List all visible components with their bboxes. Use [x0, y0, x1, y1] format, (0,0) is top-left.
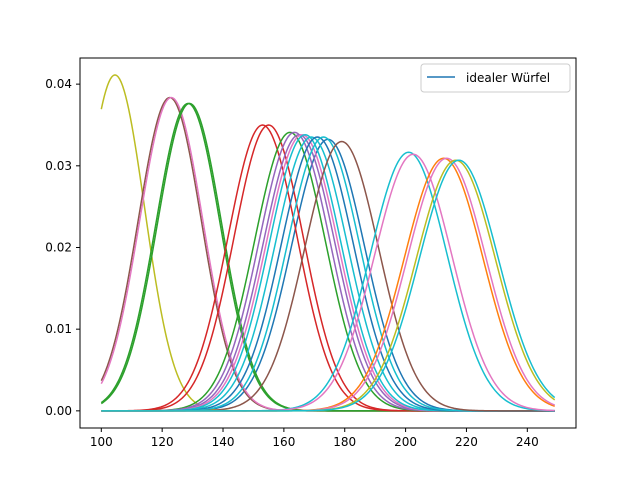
x-axis: 100 120 140 160 180 200 220 240	[90, 428, 539, 449]
y-axis: 0.00 0.01 0.02 0.03 0.04	[45, 77, 80, 418]
legend-box	[420, 63, 571, 93]
x-tick-label: 140	[212, 435, 235, 449]
legend-label: idealer Würfel	[466, 71, 550, 85]
plot-frame	[79, 57, 577, 429]
x-tick-label: 180	[333, 435, 356, 449]
y-tick-label: 0.03	[45, 159, 72, 173]
y-tick-label: 0.00	[45, 404, 72, 418]
x-tick-label: 200	[394, 435, 417, 449]
x-tick-label: 220	[455, 435, 478, 449]
series-line-22	[101, 159, 556, 412]
x-tick-label: 120	[151, 435, 174, 449]
legend: idealer Würfel	[420, 63, 571, 93]
curves-layer	[100, 74, 556, 412]
x-tick-label: 240	[516, 435, 539, 449]
y-tick-label: 0.04	[45, 77, 72, 91]
x-tick-label: 100	[90, 435, 113, 449]
y-tick-label: 0.01	[45, 322, 72, 336]
y-tick-label: 0.02	[45, 240, 72, 254]
x-tick-label: 160	[272, 435, 295, 449]
